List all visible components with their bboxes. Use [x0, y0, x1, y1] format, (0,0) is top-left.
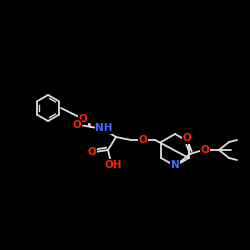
Text: O: O	[78, 114, 88, 124]
Text: O: O	[138, 135, 147, 145]
Text: O: O	[200, 145, 209, 155]
Text: O: O	[72, 120, 82, 130]
Text: NH: NH	[95, 123, 113, 133]
Text: O: O	[88, 147, 96, 157]
Text: N: N	[170, 160, 179, 170]
Text: OH: OH	[104, 160, 122, 170]
Text: O: O	[182, 133, 192, 143]
